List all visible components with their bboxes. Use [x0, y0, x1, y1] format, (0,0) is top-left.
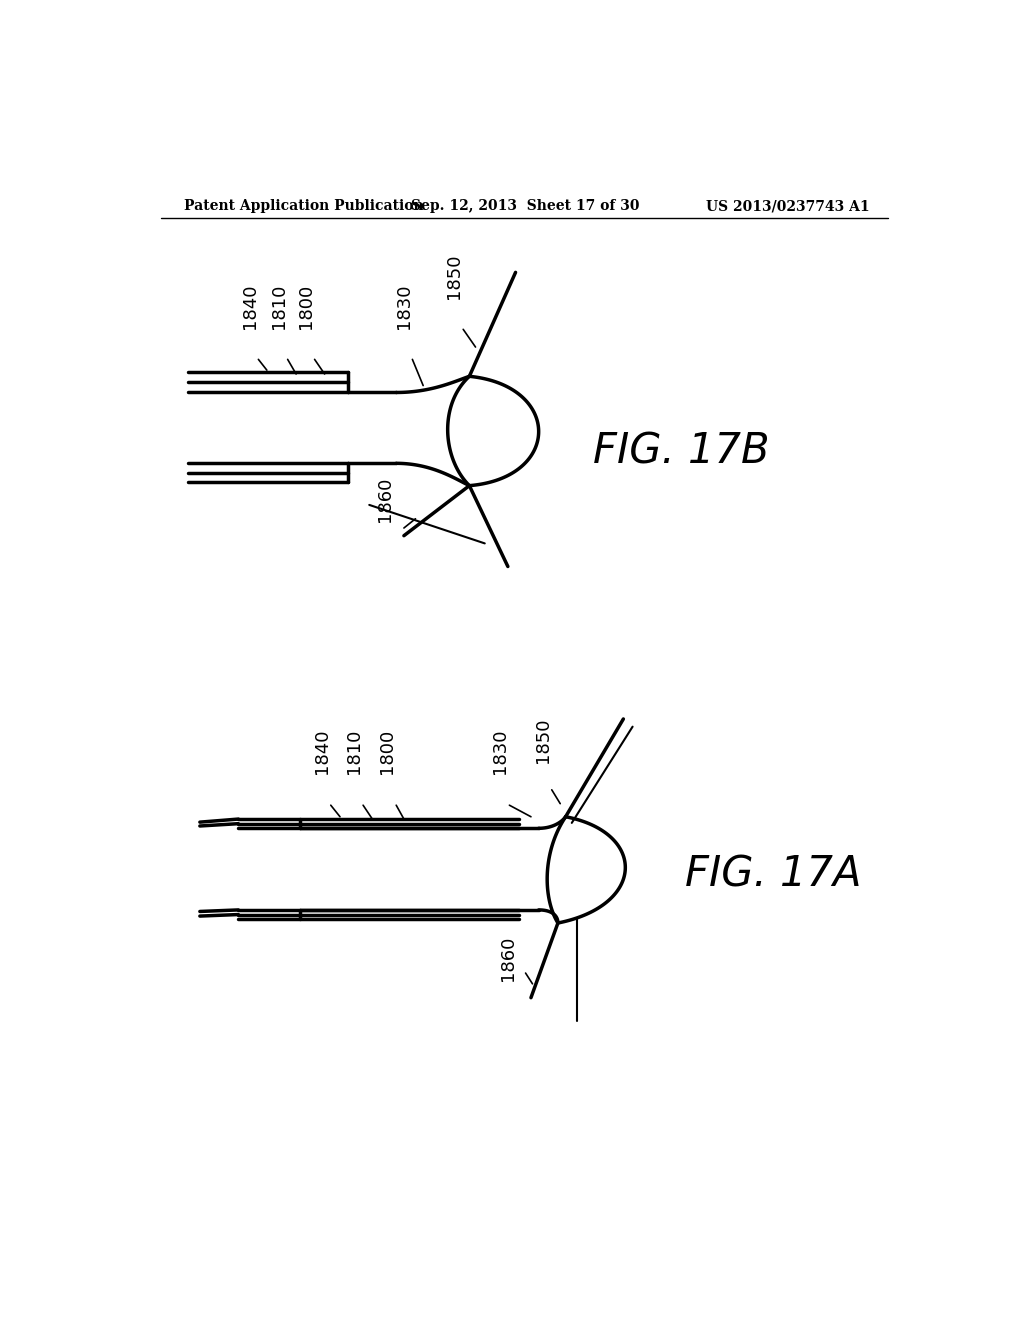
Text: FIG. 17A: FIG. 17A [685, 854, 861, 895]
Text: 1850: 1850 [534, 717, 552, 763]
Text: FIG. 17B: FIG. 17B [593, 430, 769, 473]
Text: 1840: 1840 [312, 729, 331, 775]
Text: 1840: 1840 [241, 284, 259, 330]
Text: 1810: 1810 [345, 729, 362, 775]
Text: 1800: 1800 [378, 729, 396, 775]
Text: 1830: 1830 [492, 729, 509, 775]
Text: 1860: 1860 [376, 477, 393, 521]
Text: 1830: 1830 [395, 284, 413, 330]
Text: Sep. 12, 2013  Sheet 17 of 30: Sep. 12, 2013 Sheet 17 of 30 [411, 199, 639, 213]
Text: 1810: 1810 [270, 284, 288, 330]
Text: 1800: 1800 [297, 284, 315, 330]
Text: US 2013/0237743 A1: US 2013/0237743 A1 [707, 199, 869, 213]
Text: Patent Application Publication: Patent Application Publication [184, 199, 424, 213]
Text: 1850: 1850 [445, 253, 463, 298]
Text: 1860: 1860 [499, 936, 517, 981]
